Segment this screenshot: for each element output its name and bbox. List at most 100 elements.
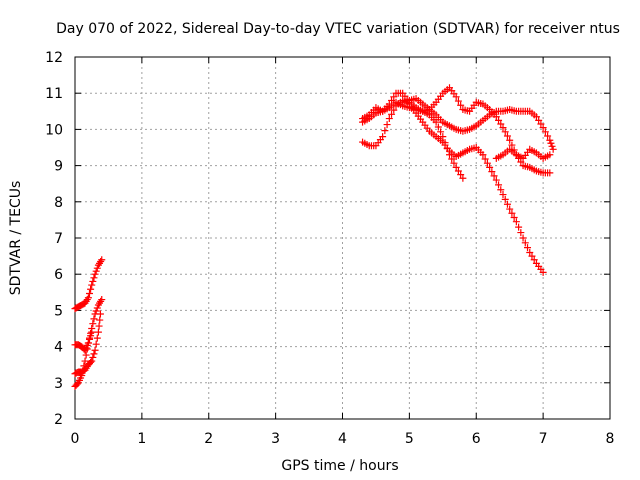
data-point-marker	[96, 310, 104, 318]
data-point-marker	[446, 151, 453, 159]
x-tick-label: 7	[539, 431, 548, 447]
data-point-marker	[90, 350, 98, 358]
data-point-marker	[454, 167, 462, 175]
data-point-marker	[390, 93, 398, 101]
data-point-marker	[499, 191, 507, 199]
data-point-marker	[452, 93, 460, 101]
data-point-marker	[517, 229, 525, 237]
data-point-marker	[443, 145, 451, 153]
y-axis-label: SDTVAR / TECUs	[8, 181, 24, 296]
data-point-marker	[73, 380, 81, 388]
data-point-marker	[547, 139, 555, 147]
data-point-marker	[89, 277, 97, 285]
data-point-marker	[519, 234, 527, 242]
data-point-marker	[432, 118, 440, 126]
data-point-marker	[379, 133, 387, 141]
data-point-marker	[544, 132, 552, 140]
data-point-marker	[499, 124, 507, 132]
data-point-marker	[88, 281, 96, 289]
data-point-marker	[93, 264, 101, 272]
data-point-marker	[90, 274, 98, 282]
data-point-marker	[512, 218, 520, 226]
series-track-e	[359, 96, 547, 276]
data-point-marker	[503, 200, 511, 208]
data-point-marker	[91, 270, 99, 278]
data-point-marker	[524, 244, 532, 252]
data-point-marker	[495, 181, 503, 189]
data-point-marker	[439, 133, 447, 141]
data-point-marker	[450, 159, 458, 167]
data-point-marker	[459, 174, 467, 182]
data-point-marker	[85, 290, 93, 298]
data-point-marker	[546, 151, 554, 159]
data-point-marker	[506, 205, 514, 213]
y-tick-label: 5	[54, 303, 63, 319]
series-track-i	[492, 145, 554, 162]
data-point-marker	[515, 223, 523, 231]
data-point-marker	[528, 252, 536, 260]
data-point-marker	[490, 172, 498, 180]
data-point-marker	[388, 110, 396, 118]
y-tick-label: 11	[45, 86, 63, 102]
data-markers	[71, 84, 557, 390]
y-tick-label: 6	[54, 267, 63, 283]
y-tick-label: 7	[54, 231, 63, 247]
series-track-d	[71, 328, 96, 390]
x-tick-label: 8	[606, 431, 615, 447]
data-point-marker	[457, 171, 465, 179]
x-tick-label: 3	[271, 431, 280, 447]
data-point-marker	[539, 124, 547, 132]
x-tick-label: 5	[405, 431, 414, 447]
data-point-marker	[506, 136, 514, 144]
data-point-marker	[521, 239, 529, 247]
data-point-marker	[437, 128, 445, 136]
data-point-marker	[452, 163, 460, 171]
data-point-marker	[486, 163, 494, 171]
data-point-marker	[530, 256, 538, 264]
y-tick-label: 4	[54, 340, 63, 356]
data-point-marker	[508, 209, 516, 217]
data-point-marker	[501, 195, 509, 203]
data-point-marker	[383, 121, 391, 129]
data-point-marker	[488, 168, 496, 176]
data-point-marker	[510, 213, 518, 221]
data-point-marker	[93, 334, 101, 342]
y-tick-label: 2	[54, 412, 63, 428]
data-point-marker	[481, 155, 489, 163]
data-point-marker	[93, 304, 101, 312]
data-point-marker	[381, 127, 389, 135]
data-point-marker	[94, 328, 102, 336]
data-point-marker	[92, 340, 100, 348]
x-tick-label: 2	[204, 431, 213, 447]
data-point-marker	[539, 268, 547, 276]
data-point-marker	[83, 345, 91, 353]
data-point-marker	[535, 116, 543, 124]
series-track-a	[71, 256, 106, 313]
data-point-marker	[390, 106, 398, 114]
data-point-marker	[78, 372, 86, 380]
y-tick-label: 10	[45, 122, 63, 138]
data-point-marker	[91, 346, 99, 354]
data-point-marker	[87, 285, 95, 293]
data-point-marker	[92, 267, 100, 275]
data-point-marker	[96, 316, 104, 324]
data-point-marker	[385, 115, 393, 123]
data-point-marker	[441, 139, 449, 147]
data-point-marker	[497, 186, 505, 194]
data-point-marker	[497, 120, 505, 128]
data-point-marker	[548, 142, 556, 150]
data-point-marker	[79, 367, 87, 375]
data-point-marker	[549, 145, 557, 153]
data-point-marker	[434, 123, 442, 131]
data-point-marker	[81, 357, 89, 365]
series-track-b	[71, 296, 106, 354]
data-point-marker	[92, 307, 100, 315]
series-track-c	[71, 310, 104, 378]
data-point-marker	[82, 351, 90, 359]
data-point-marker	[479, 151, 487, 159]
data-point-marker	[98, 256, 106, 264]
y-tick-label: 9	[54, 159, 63, 175]
data-point-marker	[98, 296, 106, 304]
data-point-marker	[87, 358, 95, 366]
